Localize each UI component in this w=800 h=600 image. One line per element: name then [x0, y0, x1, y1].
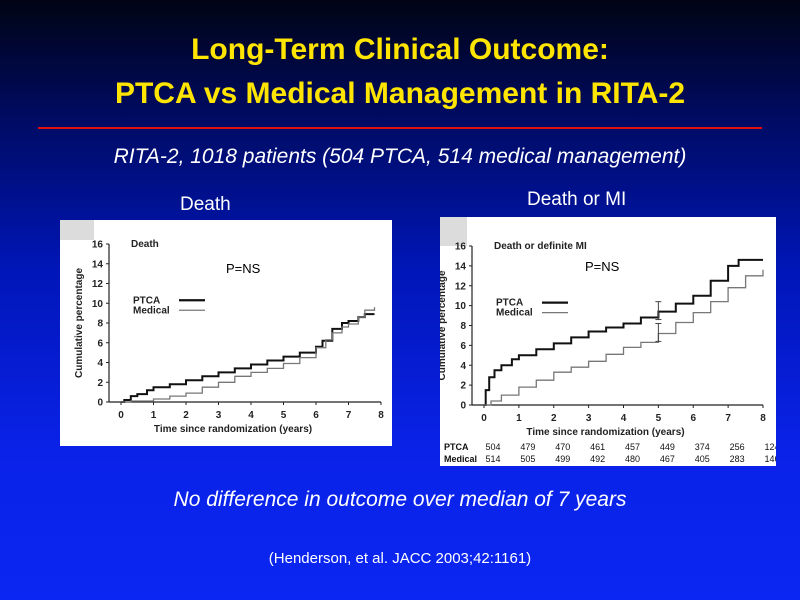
y-tick-label: 4 [97, 358, 103, 369]
risk-table-row-label: Medical [444, 454, 477, 464]
x-tick-label: 3 [216, 410, 222, 421]
risk-table-cell: 470 [555, 442, 570, 452]
x-tick-label: 4 [248, 410, 254, 421]
y-tick-label: 8 [460, 321, 466, 332]
risk-table-cell: 461 [590, 442, 605, 452]
chart-inner-title: Death [131, 239, 159, 250]
risk-table-row-label: PTCA [444, 442, 469, 452]
risk-table-cell: 256 [730, 442, 745, 452]
legend-label: Medical [496, 308, 533, 319]
x-tick-label: 6 [690, 413, 696, 424]
y-tick-label: 2 [97, 378, 103, 389]
x-tick-label: 5 [656, 413, 662, 424]
x-tick-label: 7 [725, 413, 731, 424]
y-tick-label: 2 [460, 381, 466, 392]
y-tick-label: 12 [92, 279, 104, 290]
chart-panel-death: 0 1 2 3 4 5 6 7 8 0 2 4 6 8 10 12 14 16 Time since randomi… [60, 220, 392, 446]
panel-label-death-or-mi: Death or MI [527, 189, 627, 210]
risk-table-cell: 505 [520, 454, 535, 464]
y-tick-label: 10 [455, 301, 467, 312]
risk-table-cell: 457 [625, 442, 640, 452]
y-axis-title: Cumulative percentage [440, 270, 448, 380]
p-value-annotation: P=NS [585, 259, 620, 274]
risk-table-cell: 467 [660, 454, 675, 464]
chart-inner-title: Death or definite MI [494, 241, 587, 252]
x-tick-label: 2 [551, 413, 557, 424]
y-tick-label: 10 [92, 299, 104, 310]
x-tick-label: 3 [586, 413, 592, 424]
series-line-medical [484, 269, 764, 406]
y-tick-label: 4 [460, 361, 466, 372]
slide-subtitle: RITA-2, 1018 patients (504 PTCA, 514 med… [113, 145, 687, 168]
series-line-ptca [484, 258, 763, 406]
risk-table-cell: 499 [555, 454, 570, 464]
risk-table-cell: 492 [590, 454, 605, 464]
risk-table-cell: 374 [695, 442, 710, 452]
x-axis-title: Time since randomization (years) [526, 427, 684, 438]
x-tick-label: 1 [516, 413, 522, 424]
x-tick-label: 6 [313, 410, 319, 421]
risk-table-cell: 449 [660, 442, 675, 452]
risk-table-cell: 405 [695, 454, 710, 464]
risk-table-cell: 480 [625, 454, 640, 464]
y-tick-label: 12 [455, 281, 467, 292]
x-tick-label: 2 [183, 410, 189, 421]
slide-title-line-1: Long-Term Clinical Outcome: [191, 33, 609, 66]
risk-table-cell: 283 [730, 454, 745, 464]
y-tick-label: 6 [97, 338, 103, 349]
risk-table-cell: 479 [520, 442, 535, 452]
y-tick-label: 6 [460, 341, 466, 352]
x-tick-label: 1 [151, 410, 157, 421]
y-axis-title: Cumulative percentage [74, 268, 85, 378]
legend-label: PTCA [133, 295, 160, 306]
y-tick-label: 16 [92, 240, 104, 251]
x-axis-title: Time since randomization (years) [154, 424, 312, 435]
x-tick-label: 0 [481, 413, 487, 424]
legend-label: PTCA [496, 298, 523, 309]
y-tick-label: 8 [97, 319, 103, 330]
y-tick-label: 0 [97, 398, 103, 409]
x-tick-label: 7 [346, 410, 352, 421]
panel-label-death: Death [180, 194, 231, 215]
risk-table-cell: 504 [485, 442, 500, 452]
y-tick-label: 14 [455, 261, 467, 272]
x-tick-label: 4 [621, 413, 627, 424]
x-tick-label: 8 [760, 413, 766, 424]
risk-table-cell: 514 [485, 454, 500, 464]
chart-panel-death-or-mi: 0 1 2 3 4 5 6 7 8 0 2 4 6 8 10 12 14 16 Time since randomi… [440, 217, 776, 466]
series-line-medical [121, 307, 376, 403]
x-tick-label: 5 [281, 410, 287, 421]
y-tick-label: 0 [460, 401, 466, 412]
corner-mask [440, 217, 467, 246]
conclusion-text: No difference in outcome over median of … [173, 488, 627, 511]
y-tick-label: 16 [455, 242, 467, 253]
x-tick-label: 0 [118, 410, 124, 421]
corner-mask [60, 220, 94, 240]
y-tick-label: 14 [92, 259, 104, 270]
legend-label: Medical [133, 305, 170, 316]
p-value-annotation: P=NS [226, 261, 261, 276]
series-line-ptca [121, 313, 375, 403]
x-tick-label: 8 [378, 410, 384, 421]
citation-text: (Henderson, et al. JACC 2003;42:1161) [268, 550, 532, 567]
title-divider [38, 127, 762, 129]
risk-table-cell: 146 [764, 454, 776, 464]
risk-table-cell: 124 [764, 442, 776, 452]
slide-title-line-2: PTCA vs Medical Management in RITA-2 [114, 77, 686, 110]
